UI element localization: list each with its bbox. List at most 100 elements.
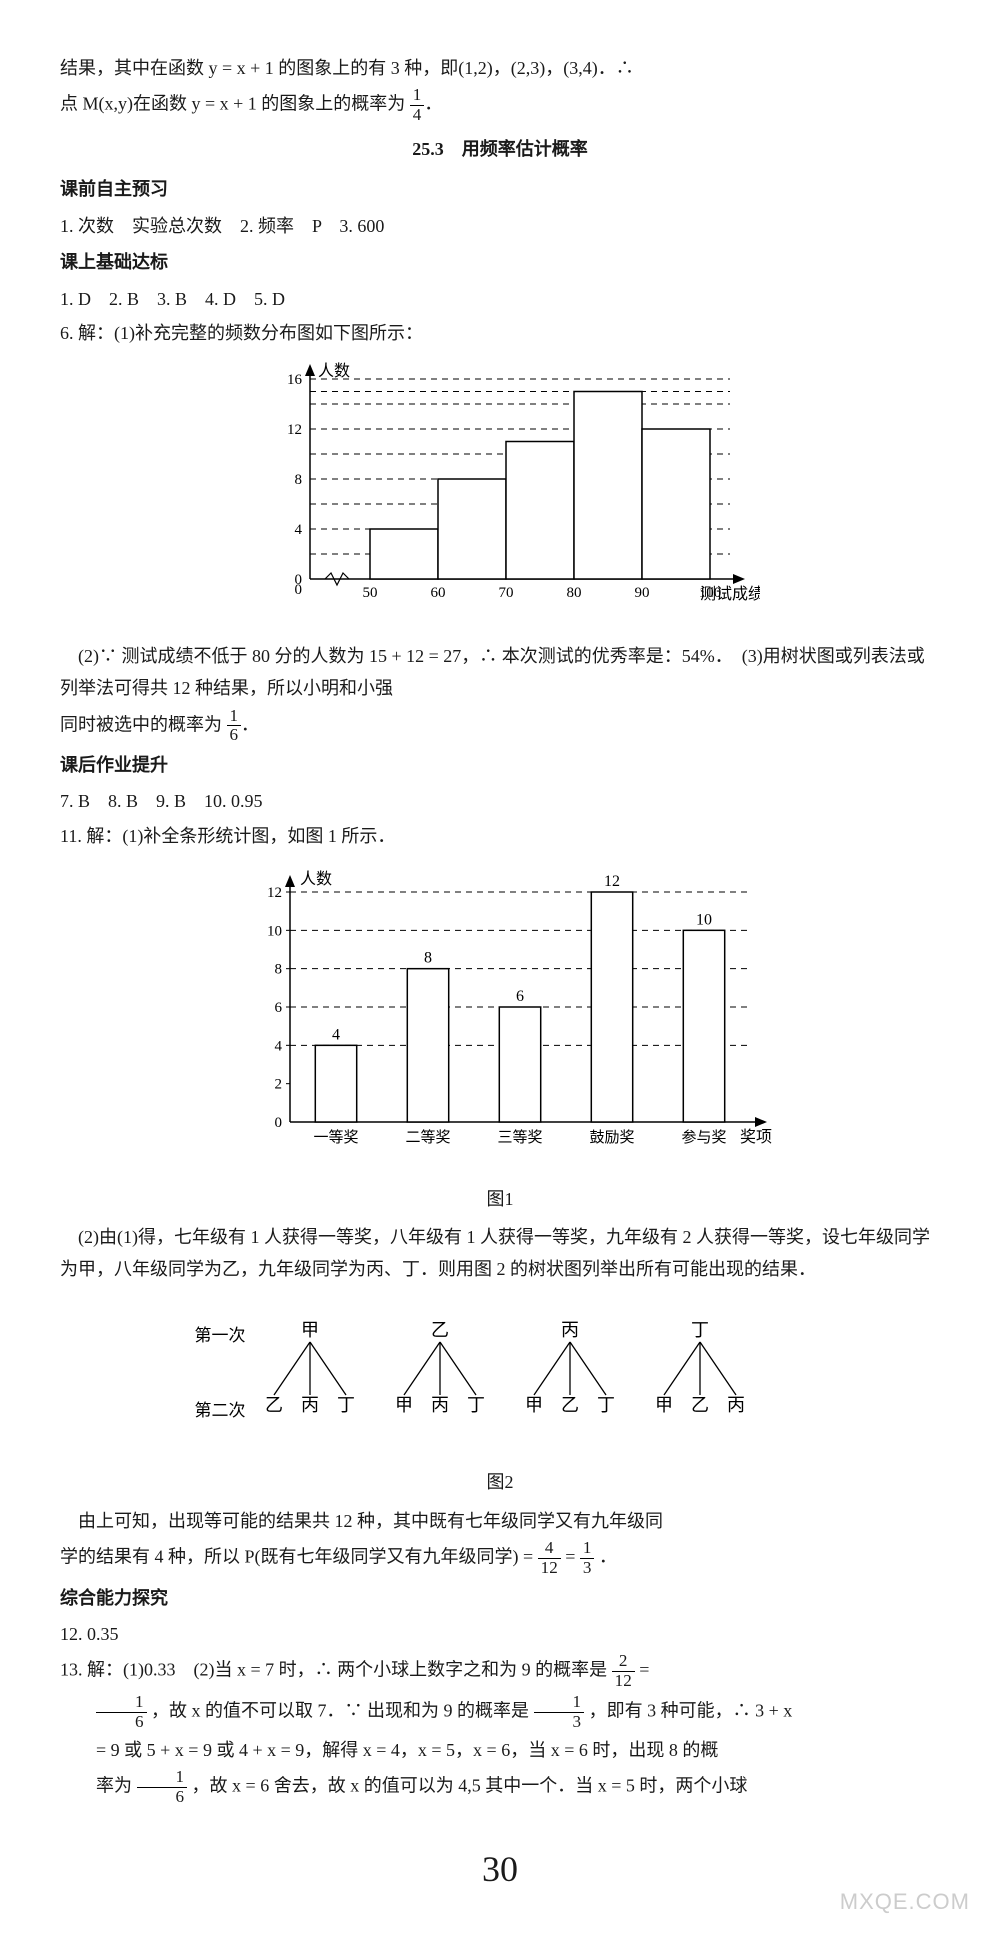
q11-frac2: 13 — [580, 1539, 595, 1578]
svg-text:乙: 乙 — [561, 1395, 579, 1415]
svg-text:50: 50 — [363, 585, 378, 601]
q11-concl-b: 学的结果有 4 种，所以 P(既有七年级同学又有九年级同学) = 412 = 1… — [60, 1539, 940, 1578]
q13-eq1: = — [639, 1660, 649, 1680]
svg-text:一等奖: 一等奖 — [313, 1128, 358, 1146]
q11-concl-a: 由上可知，出现等可能的结果共 12 种，其中既有七年级同学又有九年级同 — [60, 1505, 940, 1537]
svg-text:人数: 人数 — [318, 362, 350, 380]
q13-b3: ，即有 3 种可能，∴ 3 + x — [589, 1700, 793, 1720]
section-title: 25.3 用频率估计概率 — [60, 133, 940, 165]
q13-f3: 13 — [534, 1693, 585, 1732]
fig1-caption: 图1 — [60, 1183, 940, 1215]
svg-text:6: 6 — [516, 988, 524, 1005]
svg-text:乙: 乙 — [431, 1320, 449, 1340]
svg-text:甲: 甲 — [525, 1395, 543, 1415]
hw-heading: 课后作业提升 — [60, 749, 940, 781]
svg-text:0: 0 — [295, 582, 303, 598]
page-number: 30 — [60, 1837, 940, 1902]
svg-text:甲: 甲 — [395, 1395, 413, 1415]
svg-text:人数: 人数 — [300, 870, 332, 888]
svg-text:奖项: 奖项 — [740, 1128, 772, 1146]
q6-frac: 1 6 — [227, 707, 242, 746]
svg-text:甲: 甲 — [301, 1320, 319, 1340]
svg-text:测试成绩: 测试成绩 — [700, 585, 760, 603]
svg-text:鼓励奖: 鼓励奖 — [589, 1129, 634, 1146]
watermark: MXQE.COM — [840, 1882, 970, 1922]
fig2-caption: 图2 — [60, 1466, 940, 1498]
intro-line-1: 结果，其中在函数 y = x + 1 的图象上的有 3 种，即(1,2)，(2,… — [60, 52, 940, 84]
q6-intro: 6. 解：(1)补充完整的频数分布图如下图所示： — [60, 317, 940, 349]
svg-text:丙: 丙 — [301, 1395, 319, 1415]
svg-text:第二次: 第二次 — [195, 1401, 246, 1420]
svg-text:甲: 甲 — [655, 1395, 673, 1415]
q6-2: (2)∵ 测试成绩不低于 80 分的人数为 15 + 12 = 27，∴ 本次测… — [60, 640, 940, 705]
intro-frac: 1 4 — [410, 86, 425, 125]
comp-heading: 综合能力探究 — [60, 1582, 940, 1614]
q11-b2: ． — [599, 1546, 617, 1566]
svg-text:4: 4 — [275, 1039, 283, 1055]
tree-wrap: 第一次第二次甲乙丙丁乙甲丙丁丙甲乙丁丁甲乙丙 — [60, 1296, 940, 1456]
hw-answers: 7. B 8. B 9. B 10. 0.95 — [60, 785, 940, 817]
base-answers: 1. D 2. B 3. B 4. D 5. D — [60, 283, 940, 315]
intro-2b: ． — [424, 94, 442, 114]
q13-f2: 16 — [96, 1693, 147, 1732]
q13-line4: 率为 16 ，故 x = 6 舍去，故 x 的值可以为 4,5 其中一个．当 x… — [60, 1768, 940, 1807]
svg-text:12: 12 — [604, 873, 620, 890]
svg-text:4: 4 — [295, 522, 303, 538]
svg-text:丙: 丙 — [561, 1320, 579, 1340]
base-heading: 课上基础达标 — [60, 246, 940, 278]
svg-text:2: 2 — [275, 1077, 283, 1093]
pre-line: 1. 次数 实验总次数 2. 频率 P 3. 600 — [60, 210, 940, 242]
svg-text:70: 70 — [499, 585, 514, 601]
q11-b1: 学的结果有 4 种，所以 P(既有七年级同学又有九年级同学) = — [60, 1546, 538, 1566]
svg-text:二等奖: 二等奖 — [405, 1128, 450, 1146]
intro-2a: 点 M(x,y)在函数 y = x + 1 的图象上的概率为 — [60, 94, 405, 114]
q13-d1: 率为 — [96, 1775, 132, 1795]
q6-3: 同时被选中的概率为 1 6 ． — [60, 707, 940, 746]
svg-text:乙: 乙 — [691, 1395, 709, 1415]
svg-text:60: 60 — [431, 585, 446, 601]
svg-text:丁: 丁 — [597, 1395, 615, 1415]
q6-3b: ． — [241, 714, 259, 734]
q13-f4: 16 — [137, 1768, 188, 1807]
svg-text:丙: 丙 — [431, 1395, 449, 1415]
q12: 12. 0.35 — [60, 1618, 940, 1650]
q6-3a: 同时被选中的概率为 — [60, 714, 222, 734]
svg-text:16: 16 — [287, 372, 303, 388]
svg-text:6: 6 — [275, 1000, 283, 1016]
svg-text:丁: 丁 — [691, 1320, 709, 1340]
svg-text:80: 80 — [567, 585, 582, 601]
svg-text:8: 8 — [275, 962, 283, 978]
q13-f1: 212 — [612, 1652, 635, 1691]
svg-text:参与奖: 参与奖 — [681, 1129, 726, 1146]
chart2-svg: 0 2 4 6 8 10 12 4 一等奖 8 二等奖 6 三等奖 12 鼓励奖 10 参与奖 人数奖项 — [220, 862, 780, 1162]
chart1-svg: 04812165060708090100人数测试成绩0 — [240, 359, 760, 619]
svg-text:乙: 乙 — [265, 1395, 283, 1415]
chart1-wrap: 04812165060708090100人数测试成绩0 — [60, 359, 940, 629]
svg-text:丁: 丁 — [467, 1395, 485, 1415]
svg-text:8: 8 — [295, 472, 303, 488]
intro-line-2: 点 M(x,y)在函数 y = x + 1 的图象上的概率为 1 4 ． — [60, 86, 940, 125]
q11-intro: 11. 解：(1)补全条形统计图，如图 1 所示． — [60, 820, 940, 852]
svg-text:10: 10 — [696, 912, 712, 929]
q13-line1: 13. 解：(1)0.33 (2)当 x = 7 时，∴ 两个小球上数字之和为 … — [60, 1652, 940, 1691]
svg-text:4: 4 — [332, 1027, 340, 1044]
q13-line2: 16 ，故 x 的值不可以取 7．∵ 出现和为 9 的概率是 13 ，即有 3 … — [60, 1693, 940, 1732]
q13-b2: ，故 x 的值不可以取 7．∵ 出现和为 9 的概率是 — [151, 1700, 529, 1720]
pre-heading: 课前自主预习 — [60, 173, 940, 205]
q11-2a: (2)由(1)得，七年级有 1 人获得一等奖，八年级有 1 人获得一等奖，九年级… — [60, 1221, 940, 1286]
chart2-wrap: 0 2 4 6 8 10 12 4 一等奖 8 二等奖 6 三等奖 12 鼓励奖 10 参与奖 人数奖项 — [60, 862, 940, 1172]
svg-text:12: 12 — [287, 422, 302, 438]
svg-text:三等奖: 三等奖 — [497, 1128, 542, 1146]
svg-text:丁: 丁 — [337, 1395, 355, 1415]
svg-text:12: 12 — [267, 885, 282, 901]
svg-text:0: 0 — [275, 1115, 283, 1131]
q13-a: 13. 解：(1)0.33 (2)当 x = 7 时，∴ 两个小球上数字之和为 … — [60, 1660, 607, 1680]
svg-text:10: 10 — [267, 924, 282, 940]
svg-text:8: 8 — [424, 950, 432, 967]
q13-d2: ，故 x = 6 舍去，故 x 的值可以为 4,5 其中一个．当 x = 5 时… — [192, 1775, 748, 1795]
tree-svg: 第一次第二次甲乙丙丁乙甲丙丁丙甲乙丁丁甲乙丙 — [160, 1296, 840, 1446]
svg-text:第一次: 第一次 — [195, 1326, 246, 1345]
q13-line3: = 9 或 5 + x = 9 或 4 + x = 9，解得 x = 4，x =… — [60, 1734, 940, 1766]
q11-eq: = — [565, 1546, 580, 1566]
q11-frac1: 412 — [538, 1539, 561, 1578]
